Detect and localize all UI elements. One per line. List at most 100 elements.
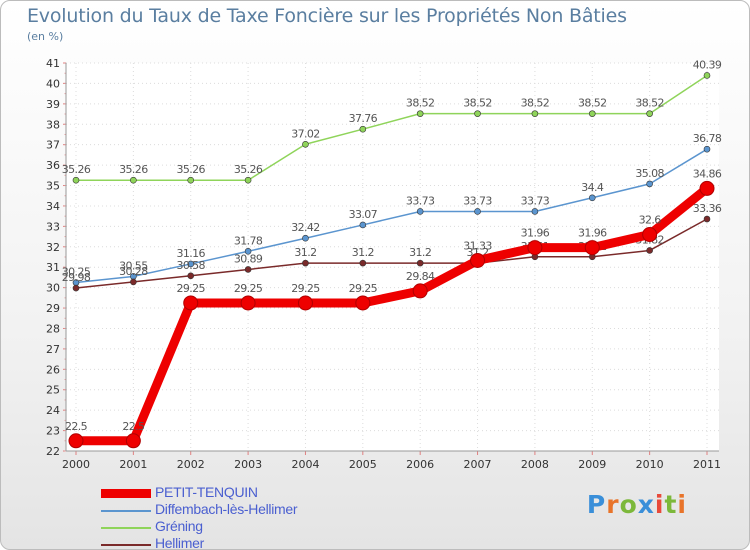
point-hellimer bbox=[416, 259, 424, 267]
data-label-grening: 38.52 bbox=[521, 97, 550, 110]
point-diffembach-les-hellimer bbox=[646, 180, 653, 188]
point-grening bbox=[72, 176, 80, 184]
brand-letter: P bbox=[586, 490, 607, 519]
data-label-grening: 35.26 bbox=[176, 163, 205, 176]
data-label-diffembach-les-hellimer: 33.07 bbox=[349, 208, 378, 221]
point-petit-tenquin bbox=[584, 240, 600, 256]
brand-letter: t bbox=[664, 490, 678, 519]
data-label-hellimer: 31.2 bbox=[352, 246, 374, 259]
data-label-grening: 38.52 bbox=[406, 97, 435, 110]
point-diffembach-les-hellimer bbox=[416, 208, 424, 215]
brand-letter: r bbox=[606, 490, 620, 519]
series-line-diffembach-les-hellimer bbox=[75, 148, 708, 284]
data-label-petit-tenquin: 22.5 bbox=[122, 420, 145, 433]
y-tick-label: 22 bbox=[46, 445, 60, 458]
data-label-hellimer: 29.98 bbox=[62, 271, 91, 284]
point-diffembach-les-hellimer bbox=[474, 208, 481, 215]
plot-area bbox=[66, 63, 719, 451]
point-hellimer bbox=[302, 259, 309, 267]
y-tick-label: 40 bbox=[46, 77, 60, 90]
y-tick-label: 37 bbox=[46, 139, 60, 152]
data-label-petit-tenquin: 31.96 bbox=[578, 227, 607, 240]
y-tick-label: 26 bbox=[46, 363, 60, 376]
data-label-diffembach-les-hellimer: 36.78 bbox=[693, 132, 722, 145]
data-label-diffembach-les-hellimer: 31.78 bbox=[234, 234, 263, 247]
legend-swatch-hellimer bbox=[101, 544, 151, 546]
data-label-hellimer: 33.36 bbox=[693, 202, 722, 215]
point-petit-tenquin bbox=[355, 295, 371, 311]
point-grening bbox=[302, 140, 309, 148]
x-tick-label: 2009 bbox=[578, 458, 606, 471]
data-label-petit-tenquin: 29.25 bbox=[176, 282, 205, 295]
data-label-petit-tenquin: 34.86 bbox=[693, 167, 722, 180]
data-label-hellimer: 30.28 bbox=[119, 265, 148, 278]
chart-title: Evolution du Taux de Taxe Foncière sur l… bbox=[27, 5, 627, 27]
data-label-hellimer: 30.89 bbox=[234, 252, 263, 265]
point-diffembach-les-hellimer bbox=[302, 234, 309, 242]
data-label-grening: 40.39 bbox=[693, 58, 722, 71]
y-tick-label: 28 bbox=[46, 322, 60, 335]
data-label-grening: 35.26 bbox=[62, 163, 91, 176]
data-label-grening: 35.26 bbox=[234, 163, 263, 176]
x-tick-label: 2003 bbox=[234, 458, 262, 471]
data-label-grening: 37.76 bbox=[349, 112, 378, 125]
point-grening bbox=[244, 176, 252, 184]
data-label-diffembach-les-hellimer: 35.08 bbox=[635, 167, 664, 180]
x-tick-label: 2006 bbox=[406, 458, 434, 471]
point-diffembach-les-hellimer bbox=[703, 145, 711, 153]
y-tick-label: 33 bbox=[46, 220, 60, 233]
point-diffembach-les-hellimer bbox=[531, 208, 539, 215]
x-tick-label: 2004 bbox=[291, 458, 319, 471]
data-label-grening: 35.26 bbox=[119, 163, 148, 176]
point-hellimer bbox=[130, 278, 137, 286]
data-label-petit-tenquin: 31.96 bbox=[521, 227, 550, 240]
data-label-diffembach-les-hellimer: 32.42 bbox=[291, 221, 320, 234]
point-diffembach-les-hellimer bbox=[359, 221, 367, 229]
data-label-hellimer: 31.2 bbox=[294, 246, 316, 259]
x-tick-label: 2000 bbox=[62, 458, 90, 471]
series-line-hellimer bbox=[75, 218, 708, 289]
brand-letter: i bbox=[677, 490, 687, 519]
point-petit-tenquin bbox=[297, 295, 313, 311]
data-label-diffembach-les-hellimer: 34.4 bbox=[581, 181, 604, 194]
data-label-petit-tenquin: 29.84 bbox=[406, 270, 435, 283]
data-label-petit-tenquin: 29.25 bbox=[291, 282, 320, 295]
point-grening bbox=[474, 110, 481, 117]
data-label-diffembach-les-hellimer: 31.16 bbox=[176, 247, 205, 260]
data-label-hellimer: 31.2 bbox=[409, 246, 431, 259]
legend-swatch-petit-tenquin bbox=[101, 489, 151, 498]
data-label-petit-tenquin: 31.33 bbox=[463, 239, 492, 252]
y-tick-label: 41 bbox=[46, 57, 60, 70]
series-line-grening bbox=[75, 74, 708, 181]
point-petit-tenquin bbox=[412, 283, 428, 299]
y-tick-label: 32 bbox=[46, 241, 60, 254]
point-petit-tenquin bbox=[125, 433, 141, 449]
point-petit-tenquin bbox=[527, 240, 543, 256]
point-grening bbox=[130, 176, 137, 184]
x-tick-label: 2008 bbox=[521, 458, 549, 471]
x-tick-label: 2010 bbox=[636, 458, 664, 471]
data-label-petit-tenquin: 32.6 bbox=[639, 214, 662, 227]
point-petit-tenquin bbox=[183, 295, 199, 311]
legend-label-hellimer: Hellimer bbox=[155, 535, 204, 550]
data-label-grening: 37.02 bbox=[291, 127, 320, 140]
x-tick-label: 2005 bbox=[349, 458, 377, 471]
point-hellimer bbox=[646, 247, 653, 254]
data-label-petit-tenquin: 22.5 bbox=[65, 420, 88, 433]
brand-letter: o bbox=[619, 490, 638, 519]
unit-label: (en %) bbox=[27, 30, 64, 43]
point-diffembach-les-hellimer bbox=[244, 247, 252, 255]
y-tick-label: 25 bbox=[46, 384, 60, 397]
y-tick-label: 29 bbox=[46, 302, 60, 315]
y-tick-label: 34 bbox=[46, 200, 60, 213]
point-hellimer bbox=[359, 259, 367, 267]
legend-label-grening: Gréning bbox=[155, 518, 203, 534]
data-label-diffembach-les-hellimer: 33.73 bbox=[406, 194, 435, 207]
point-hellimer bbox=[72, 284, 80, 292]
point-hellimer bbox=[703, 215, 711, 223]
point-grening bbox=[646, 110, 653, 117]
point-grening bbox=[531, 110, 539, 117]
point-petit-tenquin bbox=[68, 433, 84, 449]
point-grening bbox=[359, 125, 367, 133]
